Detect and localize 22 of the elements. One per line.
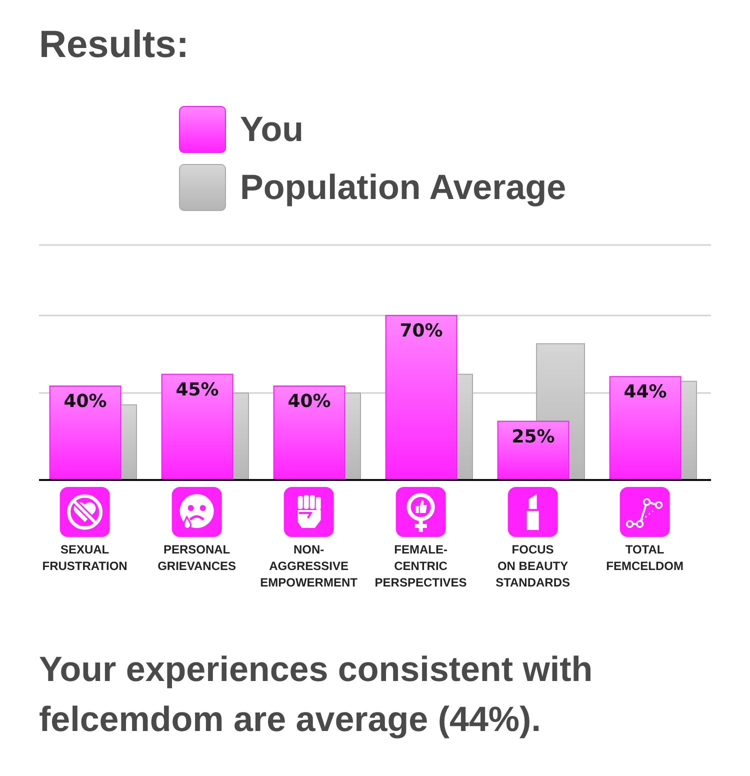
text: Your experiences consistent with felcemdom are average (44%).: [39, 649, 594, 741]
bar: [161, 374, 234, 480]
x-tick-label: FEMALE- CENTRIC PERSPECTIVES: [374, 542, 467, 590]
bar: [497, 420, 570, 480]
legend-label: You: [240, 110, 304, 149]
data-label: 44%: [624, 382, 667, 403]
bar: [385, 315, 458, 480]
x-tick-label: PERSONAL GRIEVANCES: [158, 542, 236, 573]
bar: [273, 386, 346, 480]
data-label: 70%: [400, 320, 443, 342]
data-label: 45%: [176, 379, 219, 400]
x-tick-label: NON- AGGRESSIVE EMPOWERMENT: [260, 542, 358, 590]
x-tick-label: FOCUS ON BEAUTY STANDARDS: [496, 542, 570, 590]
chart-title: Results:: [39, 24, 189, 66]
data-label: 40%: [288, 391, 331, 412]
bar: [49, 386, 122, 480]
x-tick-label: SEXUAL FRUSTRATION: [42, 542, 128, 573]
x-tick-label: TOTAL FEMCELDOM: [606, 542, 684, 573]
data-label: 40%: [64, 391, 107, 412]
legend-label: Population Average: [240, 168, 566, 207]
bar: [609, 376, 682, 480]
data-label: 25%: [512, 426, 555, 448]
